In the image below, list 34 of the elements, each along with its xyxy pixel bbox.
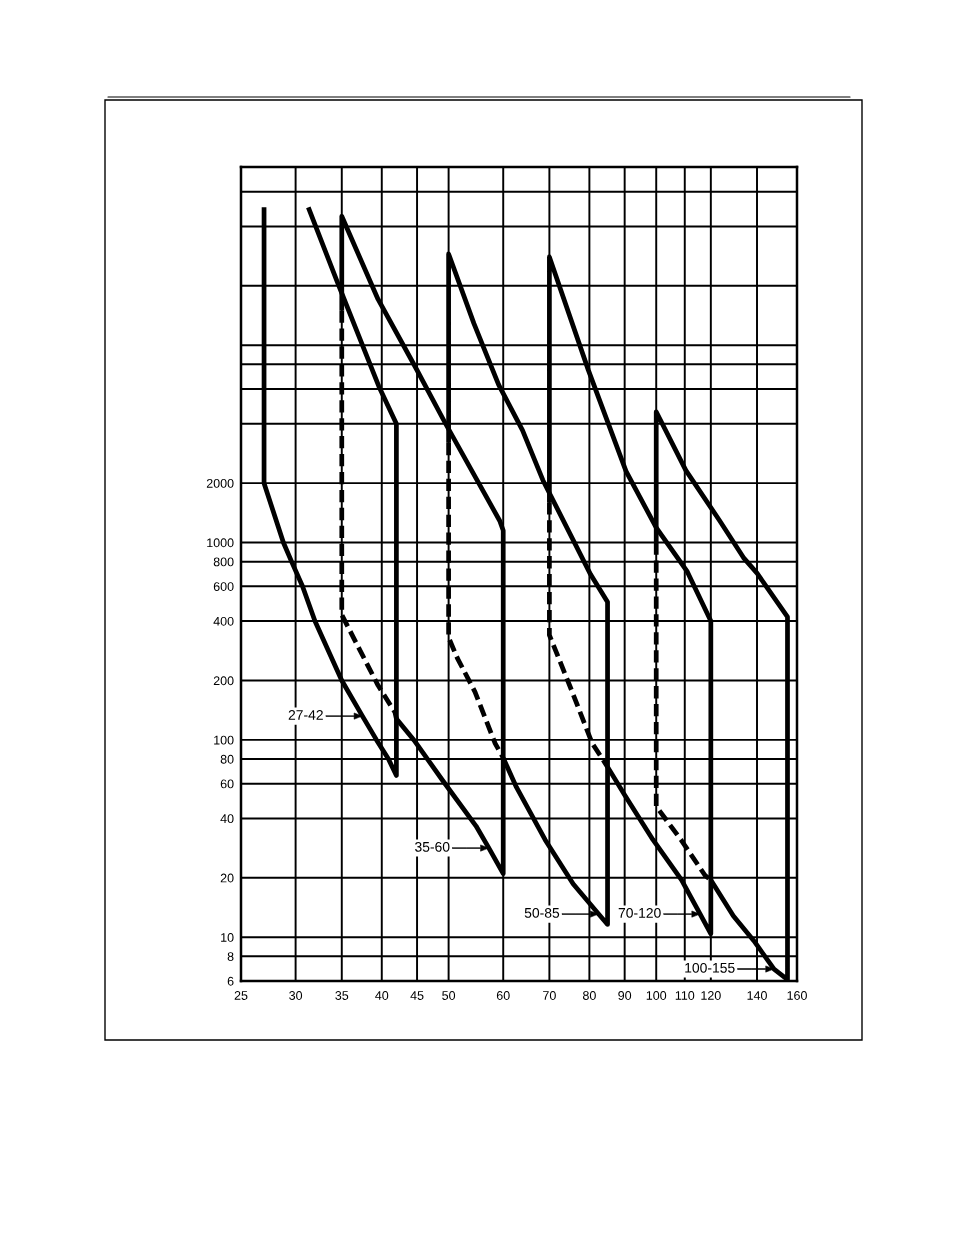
y-tick-label: 100 [214,735,234,745]
y-tick-label: 400 [213,616,234,626]
y-tick-label: 20 [220,873,234,883]
annotation: 35-60 [415,841,450,852]
x-tick-label: 90 [618,991,632,1000]
y-tick-label: 600 [213,582,234,591]
y-tick-label: 6 [227,976,234,986]
annotation: 70-120 [618,907,661,918]
x-tick-label: 25 [234,991,248,1000]
y-tick-label: 8 [227,952,234,961]
y-tick-label: 80 [220,754,234,764]
y-tick-label: 60 [220,779,234,789]
y-tick-label: 10 [221,933,234,942]
x-tick-label: 140 [747,991,767,1000]
x-tick-label: 120 [701,991,721,1000]
y-tick-label: 800 [213,557,234,567]
y-tick-label: 2000 [206,478,234,488]
y-tick-label: 1000 [207,538,234,548]
annotation: 27-42 [288,709,323,720]
x-tick-label: 45 [410,991,424,1000]
x-tick-label: 80 [582,991,596,1000]
x-tick-label: 60 [496,991,510,1000]
x-tick-label: 110 [675,991,695,1000]
x-tick-label: 35 [335,991,349,1000]
x-tick-label: 40 [375,991,389,1000]
annotation: 50-85 [524,907,560,918]
x-tick-label: 100 [646,991,667,1000]
annotation: 100-155 [685,962,735,973]
y-tick-label: 40 [220,814,234,824]
x-tick-label: 160 [787,991,807,1000]
x-tick-label: 50 [442,991,456,1000]
y-tick-label: 200 [213,676,234,686]
x-tick-label: 70 [543,991,556,1000]
x-tick-label: 30 [289,991,303,1000]
